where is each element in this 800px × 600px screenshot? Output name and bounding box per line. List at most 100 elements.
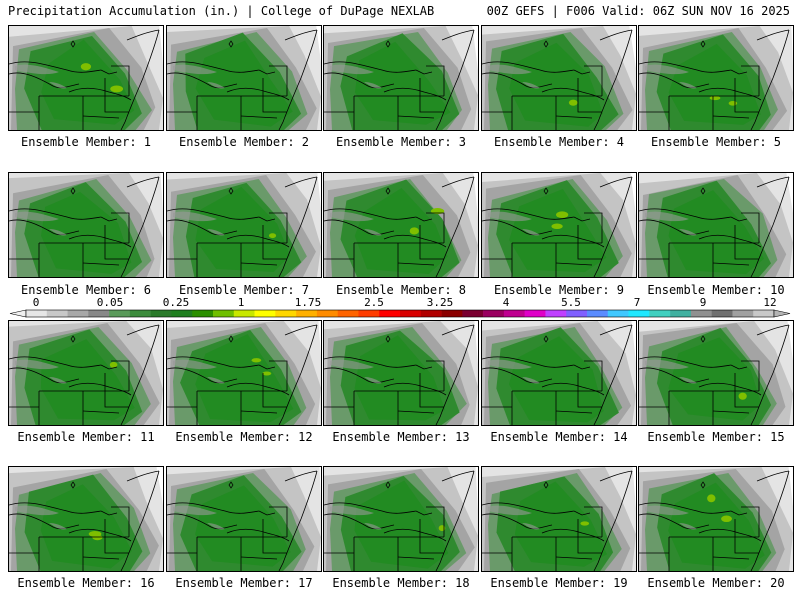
ensemble-member-map [481,466,637,572]
ensemble-member-label: Ensemble Member: 17 [175,576,313,590]
ensemble-member-label: Ensemble Member: 14 [490,430,628,444]
ensemble-member-label: Ensemble Member: 1 [20,135,152,149]
colorbar-swatch [607,310,629,317]
precip-map-svg [482,26,636,130]
ensemble-member-map [638,25,794,131]
ensemble-member-map [481,25,637,131]
precip-map-svg [639,321,793,425]
ensemble-member-label: Ensemble Member: 5 [650,135,782,149]
colorbar-swatch [462,310,484,317]
colorbar-swatch [337,310,359,317]
precip-map-svg [639,173,793,277]
colorbar-tick-label: 9 [700,296,707,309]
colorbar-swatch [649,310,671,317]
colorbar-swatch [233,310,255,317]
colorbar-swatch [545,310,567,317]
colorbar-tick-label: 12 [763,296,776,309]
ensemble-member-map [166,172,322,278]
precip-map-svg [167,173,321,277]
precip-map-svg [639,467,793,571]
ensemble-member-map [166,320,322,426]
ensemble-member-label: Ensemble Member: 8 [335,283,467,297]
precip-map-svg [639,26,793,130]
colorbar-swatch [524,310,546,317]
ensemble-member-label: Ensemble Member: 16 [17,576,155,590]
ensemble-member-map [323,320,479,426]
ensemble-member-label: Ensemble Member: 6 [20,283,152,297]
ensemble-member-map [481,172,637,278]
ensemble-member-label: Ensemble Member: 3 [335,135,467,149]
ensemble-member-map [323,466,479,572]
precip-map-svg [9,467,163,571]
colorbar-swatch [150,310,172,317]
precip-map-svg [324,26,478,130]
colorbar-swatch [316,310,338,317]
colorbar-swatch [420,310,442,317]
colorbar-tick-label: 5.5 [561,296,581,309]
colorbar-swatch [88,310,110,317]
run-valid-time: 00Z GEFS | F006 Valid: 06Z SUN NOV 16 20… [486,4,790,18]
colorbar-tick-label: 0.05 [97,296,124,309]
colorbar-swatch [379,310,401,317]
colorbar-swatch [732,310,754,317]
colorbar-swatch [171,310,193,317]
colorbar-tick-label: 1.75 [295,296,322,309]
ensemble-member-map [481,320,637,426]
precip-map-svg [324,467,478,571]
map-title: Precipitation Accumulation (in.) | Colle… [8,4,435,18]
colorbar-swatch [275,310,297,317]
colorbar-tick-label: 0 [33,296,40,309]
colorbar-swatch [129,310,151,317]
ensemble-member-label: Ensemble Member: 19 [490,576,628,590]
ensemble-member-label: Ensemble Member: 15 [647,430,785,444]
colorbar-swatch [587,310,609,317]
colorbar-swatch [296,310,318,317]
colorbar-swatch [690,310,712,317]
ensemble-member-label: Ensemble Member: 9 [493,283,625,297]
ensemble-member-label: Ensemble Member: 10 [647,283,785,297]
precip-map-svg [324,173,478,277]
ensemble-member-map [8,172,164,278]
colorbar-tick-label: 3.25 [427,296,454,309]
ensemble-member-label: Ensemble Member: 11 [17,430,155,444]
colorbar-swatch [254,310,276,317]
ensemble-member-map [638,466,794,572]
colorbar-swatch [670,310,692,317]
colorbar-tick-label: 7 [634,296,641,309]
precip-map-svg [9,26,163,130]
colorbar-tick-label: 1 [238,296,245,309]
colorbar-tick-label: 4 [503,296,510,309]
ensemble-member-map [323,25,479,131]
colorbar-swatch [67,310,89,317]
ensemble-member-map [166,25,322,131]
colorbar-tick-label: 2.5 [364,296,384,309]
ensemble-member-map [8,466,164,572]
colorbar-swatch [46,310,68,317]
colorbar-swatch [109,310,131,317]
ensemble-member-map [8,25,164,131]
ensemble-member-map [638,172,794,278]
colorbar-swatch [26,310,48,317]
colorbar-swatch [628,310,650,317]
colorbar-swatch [503,310,525,317]
ensemble-member-map [323,172,479,278]
precip-map-svg [9,173,163,277]
colorbar-swatch [400,310,422,317]
precip-map-svg [167,26,321,130]
colorbar-swatch [192,310,214,317]
colorbar-swatch [483,310,505,317]
ensemble-member-label: Ensemble Member: 20 [647,576,785,590]
precip-map-svg [167,321,321,425]
ensemble-member-label: Ensemble Member: 4 [493,135,625,149]
precip-colorbar: 0 0.05 0.25 1 1.75 2.5 3.25 4 5.5 7 9 12 [8,296,792,322]
precip-map-svg [324,321,478,425]
precip-map-svg [482,467,636,571]
ensemble-member-label: Ensemble Member: 2 [178,135,310,149]
precip-map-svg [9,321,163,425]
precip-map-svg [482,321,636,425]
ensemble-member-map [638,320,794,426]
colorbar-tick-label: 0.25 [163,296,190,309]
colorbar-swatch [566,310,588,317]
colorbar-swatch [441,310,463,317]
colorbar-swatch [711,310,733,317]
